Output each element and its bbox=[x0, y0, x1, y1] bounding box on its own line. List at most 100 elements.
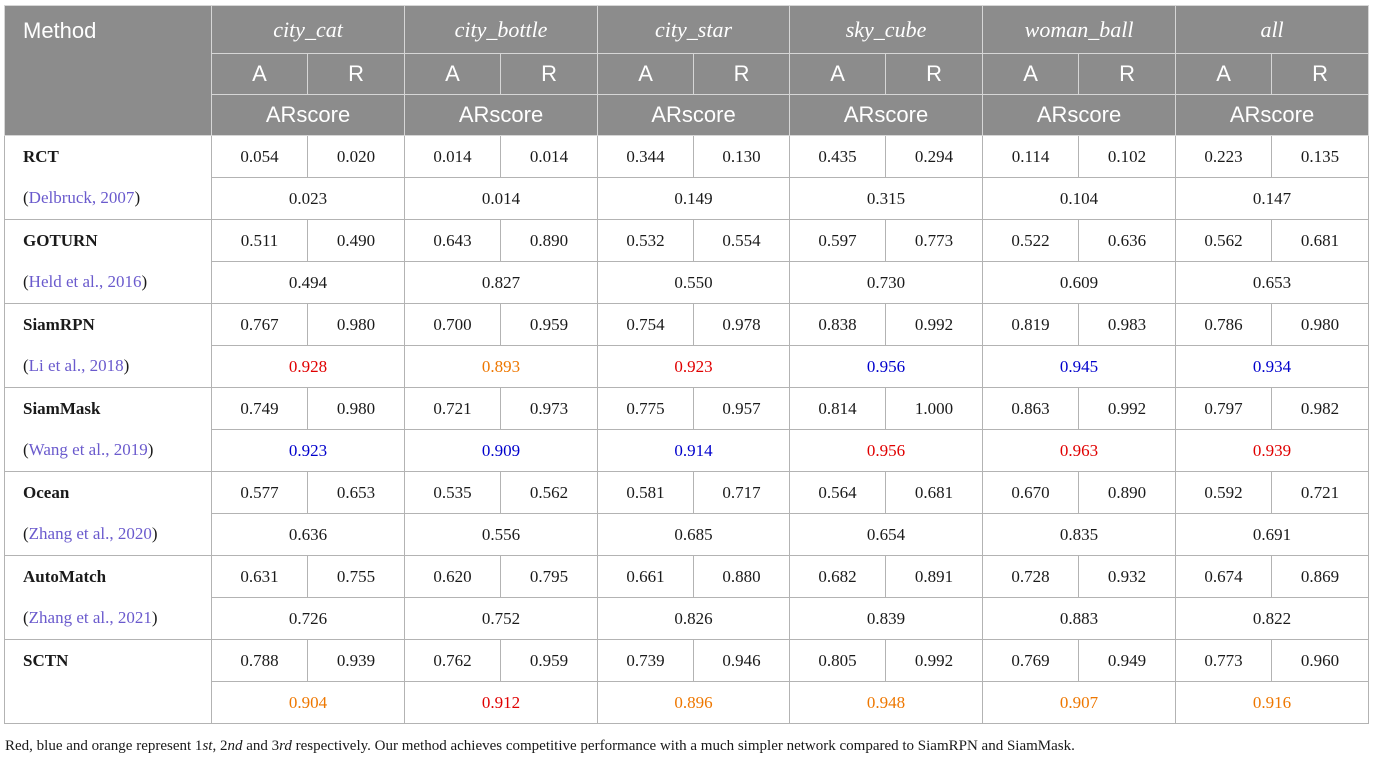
citation-close: ) bbox=[147, 440, 154, 460]
citation-open: ( bbox=[23, 608, 29, 628]
r-value: 0.130 bbox=[693, 135, 791, 178]
arscore-value: 0.822 bbox=[1175, 597, 1370, 640]
arscore-value: 0.752 bbox=[404, 597, 599, 640]
citation-link[interactable]: Zhang et al., 2020 bbox=[28, 524, 152, 544]
method-name: GOTURN bbox=[4, 219, 212, 262]
table-row: (Zhang et al., 2020) 0.636 0.556 0.685 0.654… bbox=[4, 513, 1370, 556]
citation-open: ( bbox=[23, 356, 29, 376]
r-value: 0.869 bbox=[1271, 555, 1370, 598]
a-value: 0.805 bbox=[789, 639, 887, 682]
citation-link[interactable]: Wang et al., 2019 bbox=[28, 440, 148, 460]
r-value: 0.890 bbox=[1078, 471, 1177, 514]
r-value: 0.890 bbox=[500, 219, 599, 262]
r-header: R bbox=[885, 53, 984, 95]
r-value: 0.978 bbox=[693, 303, 791, 346]
a-header: A bbox=[789, 53, 887, 95]
r-value: 0.992 bbox=[885, 639, 984, 682]
a-value: 0.762 bbox=[404, 639, 502, 682]
method-name: Ocean bbox=[4, 471, 212, 514]
table-row: RCT 0.054 0.020 0.014 0.014 0.344 0.130 0.435 0.… bbox=[4, 135, 1370, 178]
a-value: 0.775 bbox=[597, 387, 695, 430]
citation-link[interactable]: Held et al., 2016 bbox=[28, 272, 142, 292]
r-value: 0.880 bbox=[693, 555, 791, 598]
r-header: R bbox=[1078, 53, 1177, 95]
citation-open: ( bbox=[23, 272, 29, 292]
a-value: 0.511 bbox=[211, 219, 308, 262]
a-value: 0.670 bbox=[982, 471, 1080, 514]
seq-header: city_star bbox=[597, 5, 791, 54]
table-row: (Held et al., 2016) 0.494 0.827 0.550 0.730 0… bbox=[4, 261, 1370, 304]
arscore-value: 0.956 bbox=[789, 429, 984, 472]
seq-header: city_cat bbox=[210, 5, 406, 54]
r-value: 0.681 bbox=[1271, 219, 1370, 262]
citation-open: ( bbox=[23, 440, 29, 460]
method-name: RCT bbox=[4, 135, 212, 178]
citation-close: ) bbox=[141, 272, 148, 292]
r-value: 0.102 bbox=[1078, 135, 1177, 178]
citation-open: ( bbox=[23, 524, 29, 544]
r-value: 1.000 bbox=[885, 387, 984, 430]
citation-link[interactable]: Li et al., 2018 bbox=[28, 356, 124, 376]
r-value: 0.960 bbox=[1271, 639, 1370, 682]
table-row: GOTURN 0.511 0.490 0.643 0.890 0.532 0.554 0.59… bbox=[4, 219, 1370, 262]
citation-close: ) bbox=[134, 188, 141, 208]
citation-close: ) bbox=[151, 524, 158, 544]
a-value: 0.522 bbox=[982, 219, 1080, 262]
a-header: A bbox=[597, 53, 695, 95]
arscore-value: 0.912 bbox=[404, 681, 599, 724]
r-value: 0.959 bbox=[500, 639, 599, 682]
r-value: 0.946 bbox=[693, 639, 791, 682]
arscore-value: 0.685 bbox=[597, 513, 791, 556]
r-header: R bbox=[1271, 53, 1370, 95]
r-value: 0.932 bbox=[1078, 555, 1177, 598]
header-row-sequences: Method city_cat city_bottle city_star sk… bbox=[4, 5, 1370, 136]
r-value: 0.773 bbox=[885, 219, 984, 262]
citation-link[interactable]: Zhang et al., 2021 bbox=[28, 608, 152, 628]
method-citation: (Zhang et al., 2020) bbox=[4, 513, 212, 556]
arscore-value: 0.916 bbox=[1175, 681, 1370, 724]
r-value: 0.554 bbox=[693, 219, 791, 262]
a-value: 0.581 bbox=[597, 471, 695, 514]
method-citation: (Held et al., 2016) bbox=[4, 261, 212, 304]
citation-link[interactable]: Delbruck, 2007 bbox=[28, 188, 135, 208]
seq-header: woman_ball bbox=[982, 5, 1177, 54]
a-value: 0.767 bbox=[211, 303, 308, 346]
arscore-value: 0.556 bbox=[404, 513, 599, 556]
arscore-value: 0.726 bbox=[210, 597, 406, 640]
citation-close: ) bbox=[151, 608, 158, 628]
r-value: 0.959 bbox=[500, 303, 599, 346]
arscore-value: 0.963 bbox=[982, 429, 1177, 472]
arscore-value: 0.653 bbox=[1175, 261, 1370, 304]
table-row: SCTN 0.788 0.939 0.762 0.959 0.739 0.946 0.805 0… bbox=[4, 639, 1370, 682]
a-value: 0.754 bbox=[597, 303, 695, 346]
arscore-value: 0.315 bbox=[789, 177, 984, 220]
a-value: 0.344 bbox=[597, 135, 695, 178]
a-value: 0.592 bbox=[1175, 471, 1273, 514]
arscore-value: 0.494 bbox=[210, 261, 406, 304]
arscore-value: 0.550 bbox=[597, 261, 791, 304]
a-value: 0.700 bbox=[404, 303, 502, 346]
header-row-arscore: ARscore ARscore ARscore ARscore ARscore ARsco… bbox=[5, 94, 1370, 136]
seq-header: city_bottle bbox=[404, 5, 599, 54]
a-value: 0.739 bbox=[597, 639, 695, 682]
arscore-value: 0.923 bbox=[210, 429, 406, 472]
arscore-value: 0.654 bbox=[789, 513, 984, 556]
r-value: 0.939 bbox=[306, 639, 406, 682]
arscore-value: 0.914 bbox=[597, 429, 791, 472]
r-value: 0.020 bbox=[306, 135, 406, 178]
a-value: 0.682 bbox=[789, 555, 887, 598]
method-header: Method bbox=[4, 5, 212, 136]
table-row: (Delbruck, 2007) 0.023 0.014 0.149 0.315 0.10… bbox=[4, 177, 1370, 220]
results-table-container: Method city_cat city_bottle city_star sk… bbox=[4, 5, 1370, 724]
arscore-value: 0.923 bbox=[597, 345, 791, 388]
a-value: 0.797 bbox=[1175, 387, 1273, 430]
method-citation: (Li et al., 2018) bbox=[4, 345, 212, 388]
a-value: 0.728 bbox=[982, 555, 1080, 598]
a-value: 0.564 bbox=[789, 471, 887, 514]
r-value: 0.490 bbox=[306, 219, 406, 262]
a-value: 0.674 bbox=[1175, 555, 1273, 598]
citation-open: ( bbox=[23, 188, 29, 208]
table-row: (Zhang et al., 2021) 0.726 0.752 0.826 0.839… bbox=[4, 597, 1370, 640]
a-value: 0.838 bbox=[789, 303, 887, 346]
table-row: AutoMatch 0.631 0.755 0.620 0.795 0.661 0.880 0… bbox=[4, 555, 1370, 598]
